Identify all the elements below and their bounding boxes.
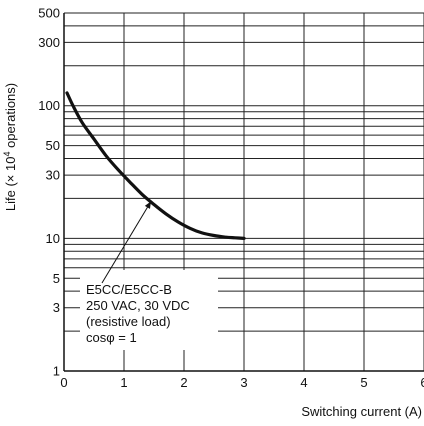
y-axis-label-suffix: operations) (3, 83, 18, 152)
label-layer: 1351030501003005000123456Switching curre… (2, 6, 424, 420)
x-axis-label: Switching current (A) (301, 404, 422, 419)
curve-layer (65, 91, 246, 240)
annotation-line: E5CC/E5CC-B (86, 282, 172, 297)
annotation-line: (resistive load) (86, 314, 171, 329)
y-tick-label: 100 (38, 98, 60, 113)
x-tick-label: 5 (360, 375, 367, 390)
y-tick-label: 500 (38, 6, 60, 21)
annotation-box (80, 270, 218, 350)
annotation-line: 250 VAC, 30 VDC (86, 298, 190, 313)
x-tick-label: 3 (240, 375, 247, 390)
y-tick-label: 30 (46, 168, 60, 183)
axis-layer (63, 13, 424, 372)
x-tick-label: 0 (60, 375, 67, 390)
y-tick-label: 5 (53, 271, 60, 286)
x-tick-label: 1 (120, 375, 127, 390)
y-tick-label: 10 (46, 231, 60, 246)
life-curve-line (65, 91, 246, 240)
y-axis-label-prefix: Life (× 10 (3, 157, 18, 212)
annotation-leader-line (101, 201, 152, 284)
y-tick-label: 3 (53, 300, 60, 315)
y-axis-label: Life (× 104 operations) (2, 83, 18, 211)
y-tick-label: 1 (53, 364, 60, 379)
y-tick-label: 50 (46, 138, 60, 153)
y-axis-label-exponent: 4 (2, 152, 12, 157)
annotation-line: cosφ = 1 (86, 330, 137, 345)
x-tick-label: 4 (300, 375, 307, 390)
annotation-arrowhead (144, 201, 151, 209)
x-tick-label: 2 (180, 375, 187, 390)
y-tick-label: 300 (38, 35, 60, 50)
x-tick-label: 6 (420, 375, 424, 390)
